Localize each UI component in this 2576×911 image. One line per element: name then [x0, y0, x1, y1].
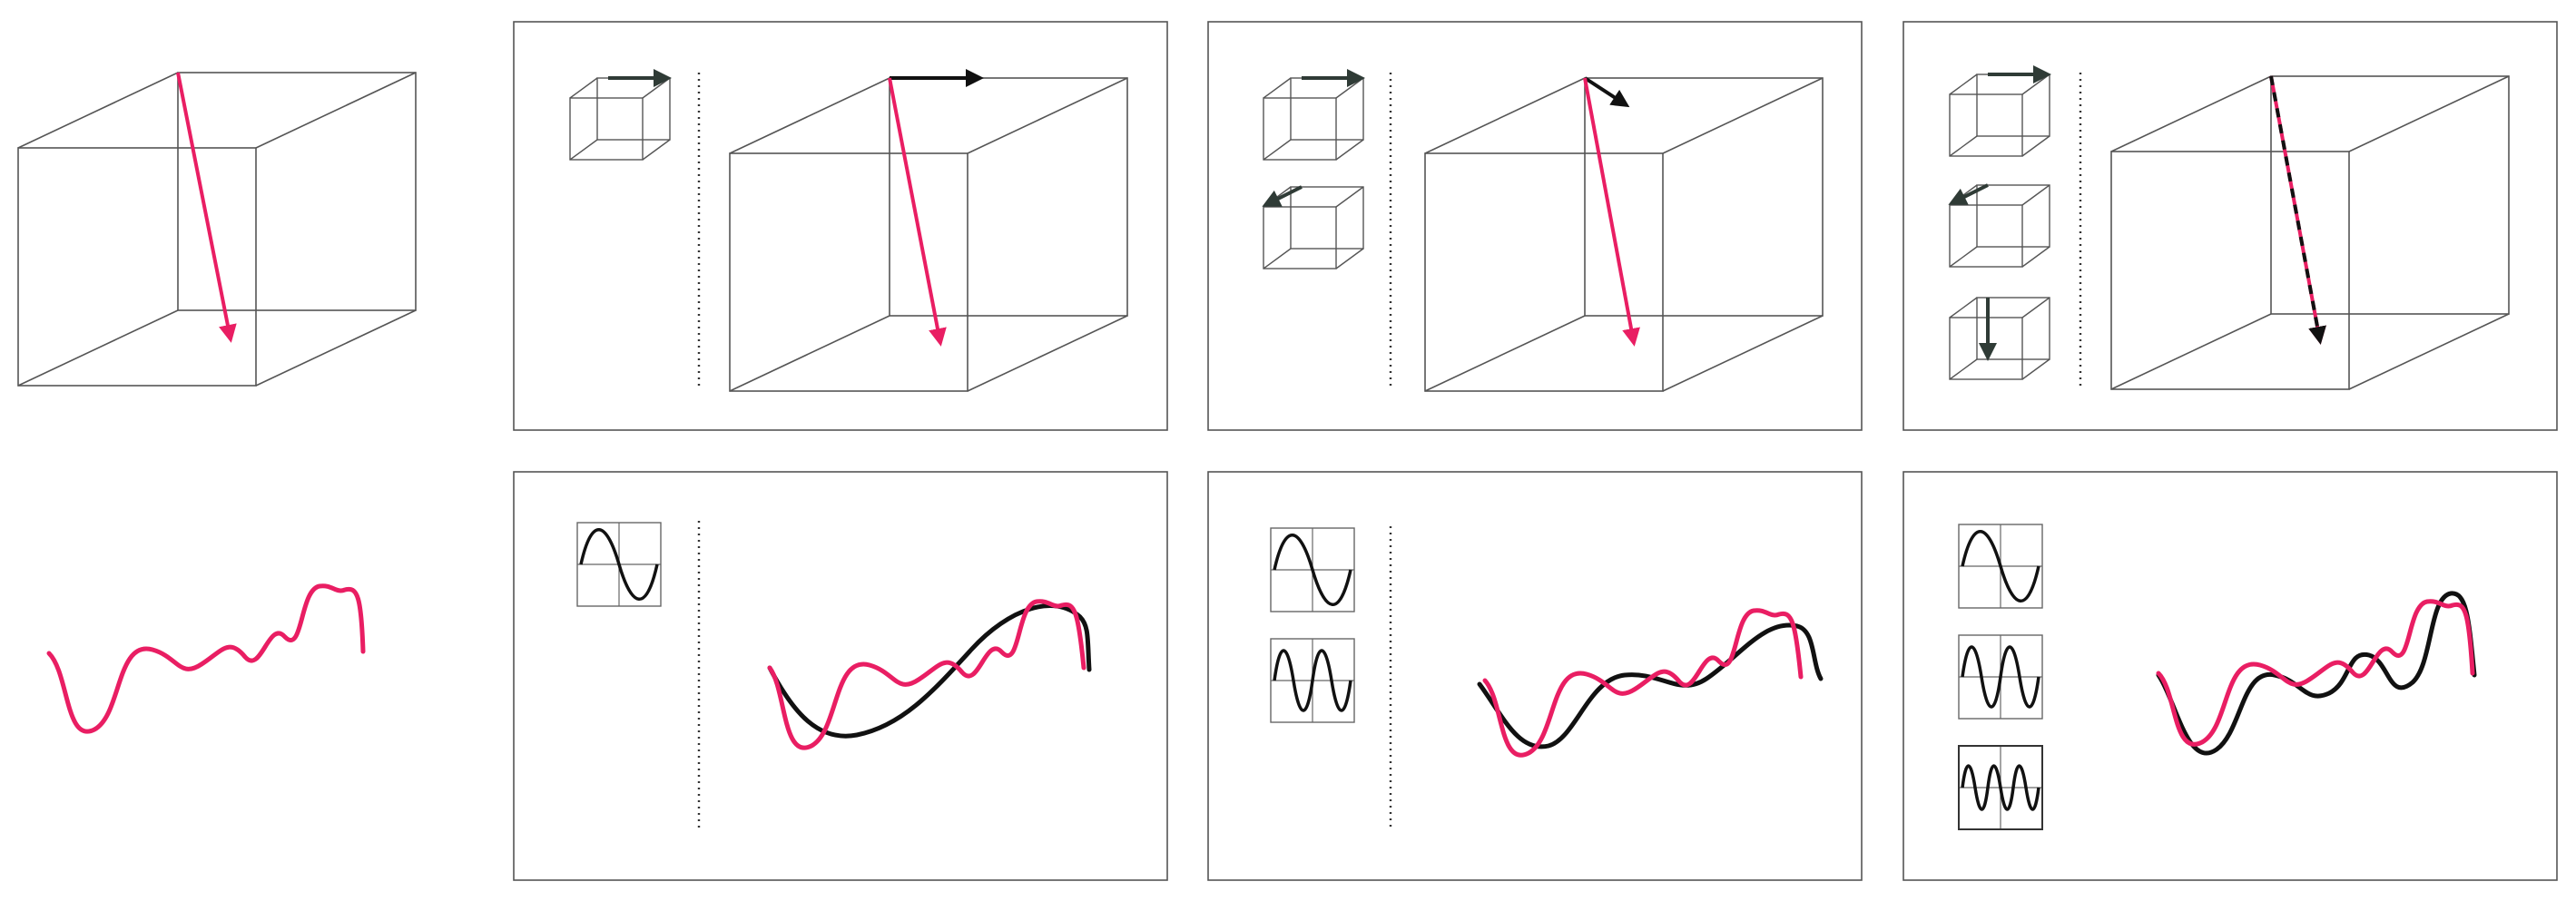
- target-vector-arrow: [176, 72, 237, 343]
- result-cube: [729, 77, 1128, 392]
- sine-1-icon: [576, 522, 662, 607]
- result-cube: [2110, 75, 2510, 390]
- target-cube: [17, 72, 417, 387]
- target-arrow: [888, 77, 947, 347]
- result-cube: [1424, 77, 1824, 392]
- target-function-curve: [46, 583, 366, 734]
- function-panel-1: [513, 471, 1168, 881]
- basis-x-cube: [569, 69, 672, 161]
- basis-y-cube: [1948, 183, 2050, 268]
- panel-frame: [1207, 471, 1863, 881]
- approximation-arrow: [1583, 76, 1630, 108]
- sine-2-icon: [1270, 638, 1355, 723]
- basis-x-cube: [1949, 65, 2051, 157]
- approximation-arrow: [2269, 75, 2326, 345]
- basis-y-arrow: [1262, 185, 1303, 207]
- basis-x-cube: [1263, 69, 1365, 161]
- panel-frame: [1207, 21, 1863, 431]
- target-arrow: [1583, 77, 1640, 347]
- vector-panel-2: [1207, 21, 1863, 431]
- basis-z-cube: [1949, 297, 2050, 380]
- sine-1-icon: [1270, 527, 1355, 612]
- panel-frame: [513, 471, 1168, 881]
- panel-frame: [1903, 21, 2558, 431]
- sine-3-icon: [1958, 745, 2043, 830]
- target-curve: [2156, 599, 2475, 747]
- sine-2-icon: [1958, 634, 2043, 720]
- panel-frame: [513, 21, 1168, 431]
- vector-panel-3: [1903, 21, 2558, 431]
- panel-frame: [1903, 471, 2558, 881]
- vector-panel-1: [513, 21, 1168, 431]
- basis-y-arrow: [1948, 183, 1989, 205]
- approximation-curve: [2156, 591, 2477, 756]
- target-curve: [767, 599, 1086, 750]
- target-vector-diagram: [17, 72, 417, 387]
- sine-1-icon: [1958, 524, 2043, 609]
- target-curve: [1482, 608, 1804, 758]
- approximation-curve: [1477, 622, 1824, 749]
- basis-y-cube: [1262, 185, 1364, 269]
- function-panel-3: [1903, 471, 2558, 881]
- function-panel-2: [1207, 471, 1863, 881]
